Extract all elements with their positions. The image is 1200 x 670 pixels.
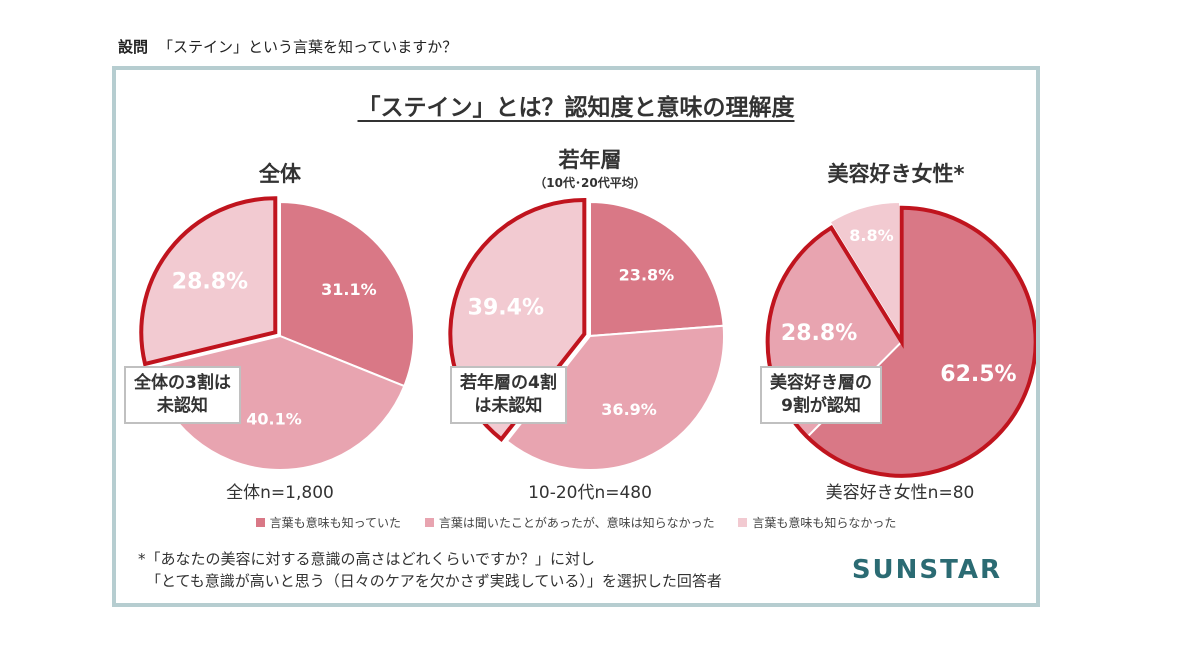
chart-title: 「ステイン」とは？認知度と意味の理解度 (116, 88, 1036, 122)
question-text: 「ステイン」という言葉を知っていますか？ (158, 38, 458, 56)
n-label-beauty: 美容好き女性n=80 (825, 483, 975, 503)
pie-1: 23.8% 36.9% 39.4% (448, 198, 725, 471)
pie-title-beauty: 美容好き女性* (827, 162, 965, 186)
brand-logo: SUNSTAR (851, 555, 1002, 585)
pie-data-label: 40.1% (246, 409, 302, 428)
pie-title-all: 全体 (259, 162, 301, 186)
n-label-all: 全体n=1,800 (226, 483, 334, 503)
pie-data-label: 28.8% (781, 321, 857, 346)
pie-data-label: 31.1% (321, 280, 377, 299)
pie-slice (828, 200, 901, 340)
callout-all-line1: 全体の3割は (134, 373, 231, 393)
footnote-line2: 「とても意識が高いと思う（日々のケアを欠かさず実践している）」を選択した回答者 (146, 572, 722, 590)
legend-item-know: 言葉も意味も知っていた (255, 514, 401, 531)
n-label-young: 10-20代n=480 (528, 483, 652, 503)
callout-young-line1: 若年層の4割 (460, 373, 557, 393)
pie-data-label: 39.4% (468, 295, 544, 320)
callout-beauty: 美容好き層の 9割が認知 (760, 366, 882, 424)
legend-swatch-know (255, 518, 265, 527)
footnote-line1: *「あなたの美容に対する意識の高さはどれくらいですか？」に対し (138, 550, 596, 568)
pie-highlight-outline (139, 196, 278, 367)
pie-highlight-outline (765, 205, 1036, 478)
pie-data-label: 8.8% (849, 226, 893, 245)
legend-swatch-never (738, 518, 748, 527)
pie-charts: 31.1% 40.1% 28.8% 23.8% 36.9% 39.4% 62.5% 28.8%… (139, 196, 1036, 478)
footnote: *「あなたの美容に対する意識の高さはどれくらいですか？」に対し 「とても意識が高… (138, 548, 722, 592)
chart-frame: 「ステイン」とは？認知度と意味の理解度 全体 若年層 （10代･20代平均） 美… (112, 66, 1040, 607)
pie-subtitle-young: （10代･20代平均） (534, 176, 646, 190)
pie-data-label: 23.8% (619, 266, 675, 285)
chart-title-text: 「ステイン」とは？認知度と意味の理解度 (357, 95, 795, 121)
legend-item-never: 言葉も意味も知らなかった (738, 514, 896, 531)
callout-young: 若年層の4割 は未認知 (450, 366, 567, 424)
pie-slice (589, 200, 725, 338)
question-label: 設問 (118, 38, 149, 56)
callout-beauty-line1: 美容好き層の (770, 373, 872, 393)
pie-title-young: 若年層 (558, 148, 622, 172)
callout-beauty-line2: 9割が認知 (781, 396, 861, 416)
pie-data-label: 36.9% (601, 400, 657, 419)
pie-slice (505, 324, 725, 471)
question: 設問 「ステイン」という言葉を知っていますか？ (118, 36, 457, 57)
callout-all: 全体の3割は 未認知 (124, 366, 241, 424)
callout-all-line2: 未認知 (156, 396, 208, 416)
pie-2: 62.5% 28.8% 8.8% (765, 200, 1036, 478)
legend-label-never: 言葉も意味も知らなかった (752, 516, 897, 530)
pie-data-label: 28.8% (172, 270, 248, 295)
pie-slice (279, 200, 415, 388)
legend-label-know: 言葉も意味も知っていた (269, 516, 401, 530)
legend-item-heard: 言葉は聞いたことがあったが、意味は知らなかった (424, 514, 715, 531)
callout-young-line2: は未認知 (474, 396, 543, 416)
pie-data-label: 62.5% (940, 362, 1016, 387)
pie-0: 31.1% 40.1% 28.8% (139, 196, 415, 471)
legend: 言葉も意味も知っていた 言葉は聞いたことがあったが、意味は知らなかった 言葉も意… (116, 514, 1036, 531)
legend-label-heard: 言葉は聞いたことがあったが、意味は知らなかった (438, 516, 715, 530)
legend-swatch-heard (424, 518, 434, 527)
